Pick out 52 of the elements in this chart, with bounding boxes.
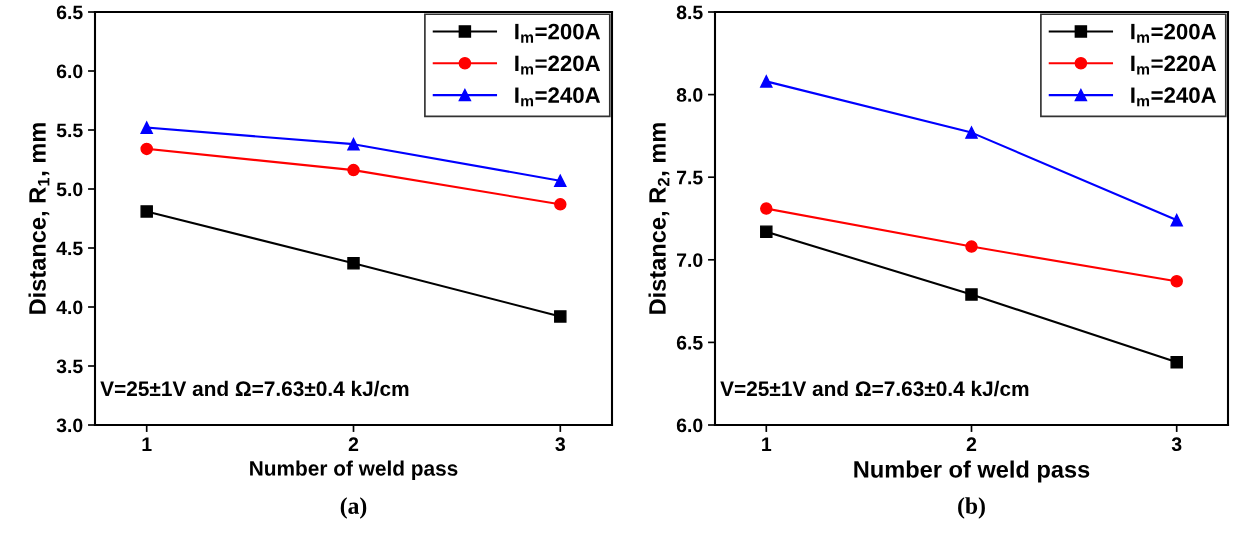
legend-label: I$_{m}$=240A bbox=[1131, 87, 1217, 107]
point bbox=[760, 75, 773, 88]
y-tick-label: 3.0 bbox=[56, 418, 83, 433]
point bbox=[965, 288, 978, 301]
x-tick-label: 1 bbox=[142, 437, 152, 451]
y-tick-label: 3.5 bbox=[56, 359, 83, 374]
point bbox=[347, 257, 360, 270]
point bbox=[554, 198, 567, 211]
legend-label: I$_{m}$=220A bbox=[1131, 55, 1217, 75]
annotation: V=25±1V and Ω=7.63±0.4 kJ/cm bbox=[100, 380, 409, 397]
point bbox=[1170, 275, 1183, 288]
y-tick-label: 4.5 bbox=[56, 241, 83, 256]
y-tick-label: 7.0 bbox=[677, 253, 703, 268]
x-tick-label: 3 bbox=[1171, 437, 1182, 452]
y-tick-label: 8.0 bbox=[676, 88, 703, 102]
y-tick-label: 5.5 bbox=[56, 123, 83, 138]
x-axis-title: Number of weld pass bbox=[250, 460, 458, 480]
text: (a) bbox=[340, 497, 367, 519]
point bbox=[347, 163, 360, 177]
y-tick-label: 6.5 bbox=[56, 5, 83, 20]
legend-label: I$_{m}$=200A bbox=[515, 23, 601, 43]
point bbox=[1170, 213, 1183, 227]
point bbox=[760, 202, 773, 215]
x-tick-label: 2 bbox=[966, 437, 977, 451]
point bbox=[965, 126, 978, 139]
x-tick-label: 3 bbox=[555, 437, 565, 452]
annotation: V=25±1V and Ω=7.63±0.4 kJ/cm bbox=[720, 380, 1029, 397]
point bbox=[140, 205, 153, 218]
legend-label: I$_{m}$=240A bbox=[515, 87, 601, 107]
point bbox=[760, 225, 773, 238]
y-tick-label: 7.5 bbox=[677, 170, 703, 185]
point bbox=[554, 310, 567, 323]
y-tick-label: 6.0 bbox=[56, 64, 83, 79]
text: (b) bbox=[958, 497, 985, 519]
y-tick-label: 4.0 bbox=[56, 300, 83, 315]
y-axis-title: Distance, R$_{1}$, mm bbox=[28, 123, 50, 314]
y-tick-label: 6.5 bbox=[676, 335, 703, 350]
x-axis-title: Number of weld pass bbox=[854, 460, 1090, 483]
point bbox=[347, 137, 360, 151]
x-tick-label: 1 bbox=[762, 437, 772, 451]
legend-label: I$_{m}$=200A bbox=[1131, 23, 1217, 43]
point bbox=[965, 240, 978, 253]
point bbox=[1170, 355, 1183, 369]
point bbox=[140, 142, 153, 156]
point bbox=[140, 121, 153, 134]
legend-label: I$_{m}$=220A bbox=[515, 55, 601, 75]
y-axis-title: Distance, R$_{2}$, mm bbox=[648, 123, 670, 314]
y-tick-label: 5.0 bbox=[56, 182, 83, 197]
x-tick-label: 2 bbox=[348, 437, 359, 451]
point bbox=[554, 174, 567, 187]
y-tick-label: 6.0 bbox=[676, 418, 703, 433]
y-tick-label: 8.5 bbox=[676, 5, 703, 20]
